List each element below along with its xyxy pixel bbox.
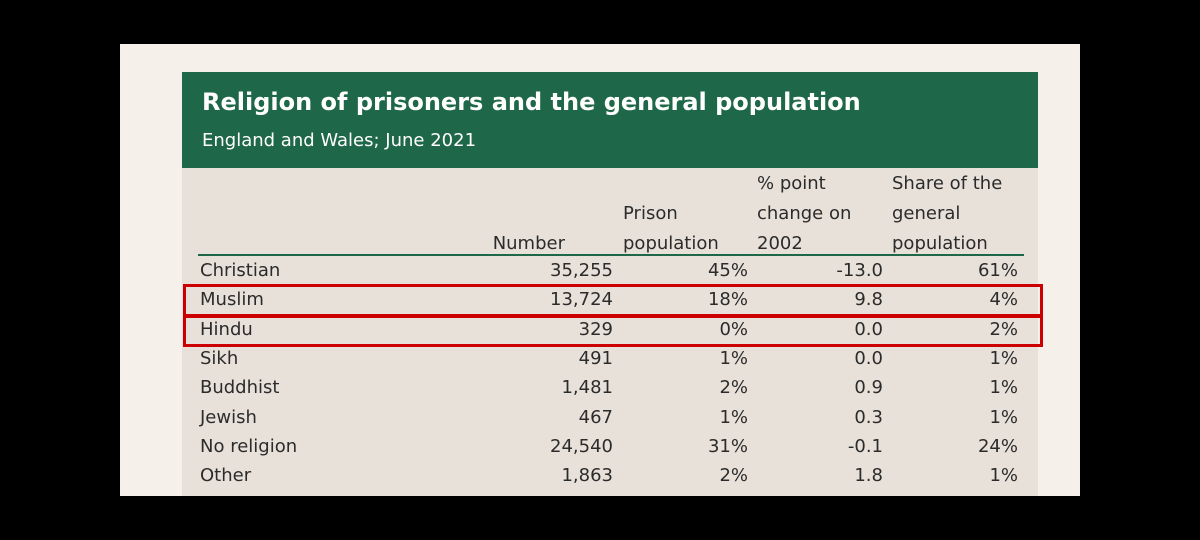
cell-prison-population: 2% bbox=[719, 377, 748, 398]
cell-religion: No religion bbox=[200, 436, 298, 457]
cell-number: 329 bbox=[578, 319, 613, 340]
col-header-share-line1: Share of the bbox=[892, 173, 1003, 194]
cell-number: 1,481 bbox=[561, 377, 613, 398]
col-header-prison: Prison population bbox=[623, 203, 719, 263]
cell-change-2002: 0.9 bbox=[854, 377, 883, 398]
col-header-share: Share of the general population bbox=[892, 173, 1002, 263]
col-header-share-line3: population bbox=[892, 233, 988, 254]
cell-general-share: 61% bbox=[977, 260, 1018, 281]
cell-prison-population: 1% bbox=[719, 348, 748, 369]
cell-change-2002: 1.8 bbox=[854, 465, 883, 486]
cell-number: 24,540 bbox=[550, 436, 613, 457]
cell-prison-population: 31% bbox=[707, 436, 748, 457]
cell-change-2002: 0.0 bbox=[854, 348, 883, 369]
cell-change-2002: -13.0 bbox=[836, 260, 883, 281]
col-header-change-line2: change on bbox=[757, 203, 852, 224]
table-title: Religion of prisoners and the general po… bbox=[202, 88, 861, 116]
cell-general-share: 1% bbox=[989, 465, 1018, 486]
cell-general-share: 1% bbox=[989, 348, 1018, 369]
cell-general-share: 1% bbox=[989, 377, 1018, 398]
cell-number: 13,724 bbox=[550, 289, 613, 310]
cell-religion: Christian bbox=[200, 260, 281, 281]
cell-change-2002: 0.0 bbox=[854, 319, 883, 340]
highlight-box-muslim bbox=[183, 284, 1043, 317]
table-header-band: Religion of prisoners and the general po… bbox=[182, 72, 1038, 168]
col-header-prison-line1: Prison bbox=[623, 203, 678, 224]
col-header-change-line3: 2002 bbox=[757, 233, 803, 254]
cell-religion: Sikh bbox=[200, 348, 239, 369]
cell-general-share: 4% bbox=[989, 289, 1018, 310]
cell-number: 1,863 bbox=[561, 465, 613, 486]
cell-change-2002: -0.1 bbox=[847, 436, 883, 457]
cell-religion: Muslim bbox=[200, 289, 264, 310]
cell-religion: Buddhist bbox=[200, 377, 280, 398]
cell-change-2002: 9.8 bbox=[854, 289, 883, 310]
cell-prison-population: 18% bbox=[707, 289, 748, 310]
col-header-number: Number bbox=[440, 233, 565, 255]
cell-prison-population: 1% bbox=[719, 407, 748, 428]
header-divider bbox=[198, 254, 1024, 256]
cell-general-share: 1% bbox=[989, 407, 1018, 428]
col-header-change: % point change on 2002 bbox=[757, 173, 851, 263]
highlight-box-hindu bbox=[183, 315, 1043, 347]
cell-religion: Other bbox=[200, 465, 252, 486]
table-subtitle: England and Wales; June 2021 bbox=[202, 130, 477, 151]
cell-prison-population: 45% bbox=[707, 260, 748, 281]
cell-prison-population: 0% bbox=[719, 319, 748, 340]
cell-religion: Jewish bbox=[200, 407, 257, 428]
cell-number: 35,255 bbox=[550, 260, 613, 281]
cell-general-share: 2% bbox=[989, 319, 1018, 340]
cell-prison-population: 2% bbox=[719, 465, 748, 486]
cell-change-2002: 0.3 bbox=[854, 407, 883, 428]
cell-religion: Hindu bbox=[200, 319, 253, 340]
col-header-prison-line2: population bbox=[623, 233, 719, 254]
cell-number: 467 bbox=[578, 407, 613, 428]
col-header-share-line2: general bbox=[892, 203, 961, 224]
cell-general-share: 24% bbox=[977, 436, 1018, 457]
col-header-number-line: Number bbox=[492, 233, 565, 254]
cell-number: 491 bbox=[578, 348, 613, 369]
col-header-change-line1: % point bbox=[757, 173, 826, 194]
